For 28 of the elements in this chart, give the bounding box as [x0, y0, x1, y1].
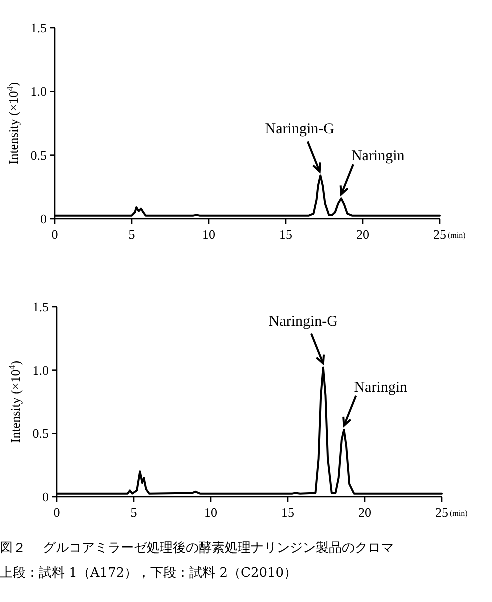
x-tick-label: 0	[54, 505, 60, 520]
annotation: Naringin	[354, 380, 408, 396]
y-tick-label: 0.5	[30, 148, 47, 163]
y-tick-label: 0	[40, 212, 47, 226]
annotation: Naringin-G	[268, 314, 338, 330]
annotation: Naringin	[351, 148, 406, 165]
x-tick-label: 10	[202, 227, 216, 242]
y-tick-label: 1.5	[32, 300, 49, 314]
y-tick-label: 0.5	[32, 426, 49, 442]
x-axis-title: (min)	[448, 231, 466, 240]
x-tick-label: 20	[356, 227, 370, 242]
x-tick-label: 5	[128, 227, 136, 242]
x-tick-label: 25	[434, 227, 446, 242]
y-tick-label: 1.5	[30, 20, 47, 36]
y-tick-label: 0	[42, 490, 49, 504]
x-tick-label: 15	[282, 505, 294, 520]
x-tick-label: 0	[52, 227, 58, 242]
x-tick-label: 15	[280, 227, 292, 242]
x-tick-label: 5	[130, 505, 138, 520]
x-axis-title: (min)	[450, 509, 468, 518]
x-tick-label: 20	[358, 505, 372, 520]
y-tick-label: 1.0	[32, 362, 49, 378]
x-tick-label: 25	[436, 505, 448, 520]
y-tick-label: 1.0	[30, 84, 47, 100]
caption: 図２ グルコアミラーゼ処理後の酵素処理ナリンジン製品のクロマ	[0, 541, 394, 556]
text: 上段：試料 1（A172），下段：試料 2（C2010）	[0, 566, 298, 581]
x-tick-label: 10	[204, 505, 218, 520]
annotation: Naringin-G	[265, 122, 335, 138]
